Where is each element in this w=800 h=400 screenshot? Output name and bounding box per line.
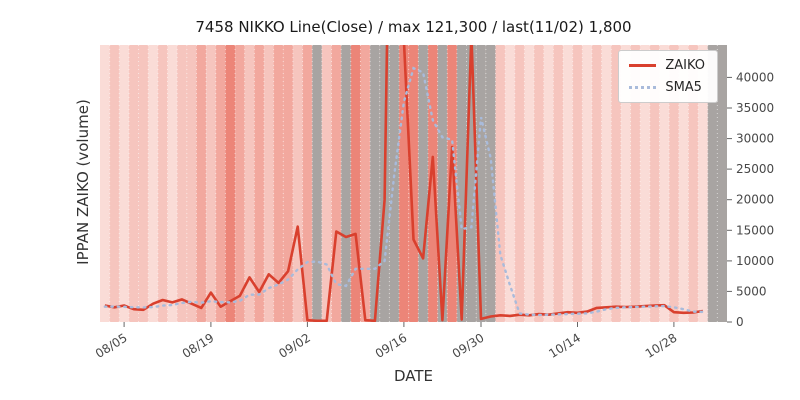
svg-text:08/05: 08/05 xyxy=(93,331,130,361)
svg-text:09/02: 09/02 xyxy=(276,331,313,361)
svg-text:35000: 35000 xyxy=(736,101,774,115)
legend-entry-zaiko: ZAIKO xyxy=(629,58,705,73)
svg-text:30000: 30000 xyxy=(736,132,774,146)
svg-text:09/30: 09/30 xyxy=(450,331,487,361)
legend: ZAIKO SMA5 xyxy=(618,50,718,103)
svg-text:40000: 40000 xyxy=(736,70,774,84)
svg-text:08/19: 08/19 xyxy=(180,331,217,361)
svg-text:15000: 15000 xyxy=(736,223,774,237)
svg-text:10/28: 10/28 xyxy=(643,331,680,361)
svg-text:09/16: 09/16 xyxy=(373,331,410,361)
legend-label-sma5: SMA5 xyxy=(665,80,702,95)
legend-label-zaiko: ZAIKO xyxy=(665,58,705,73)
legend-entry-sma5: SMA5 xyxy=(629,80,705,95)
svg-text:0: 0 xyxy=(736,315,744,329)
x-axis-label: DATE xyxy=(393,367,434,385)
chart-title: 7458 NIKKO Line(Close) / max 121,300 / l… xyxy=(195,18,632,36)
svg-text:20000: 20000 xyxy=(736,193,774,207)
svg-text:25000: 25000 xyxy=(736,162,774,176)
svg-text:5000: 5000 xyxy=(736,284,767,298)
sma5-line-swatch xyxy=(629,86,657,89)
zaiko-line-swatch xyxy=(629,64,657,67)
svg-text:10000: 10000 xyxy=(736,254,774,268)
svg-text:10/14: 10/14 xyxy=(546,331,583,361)
